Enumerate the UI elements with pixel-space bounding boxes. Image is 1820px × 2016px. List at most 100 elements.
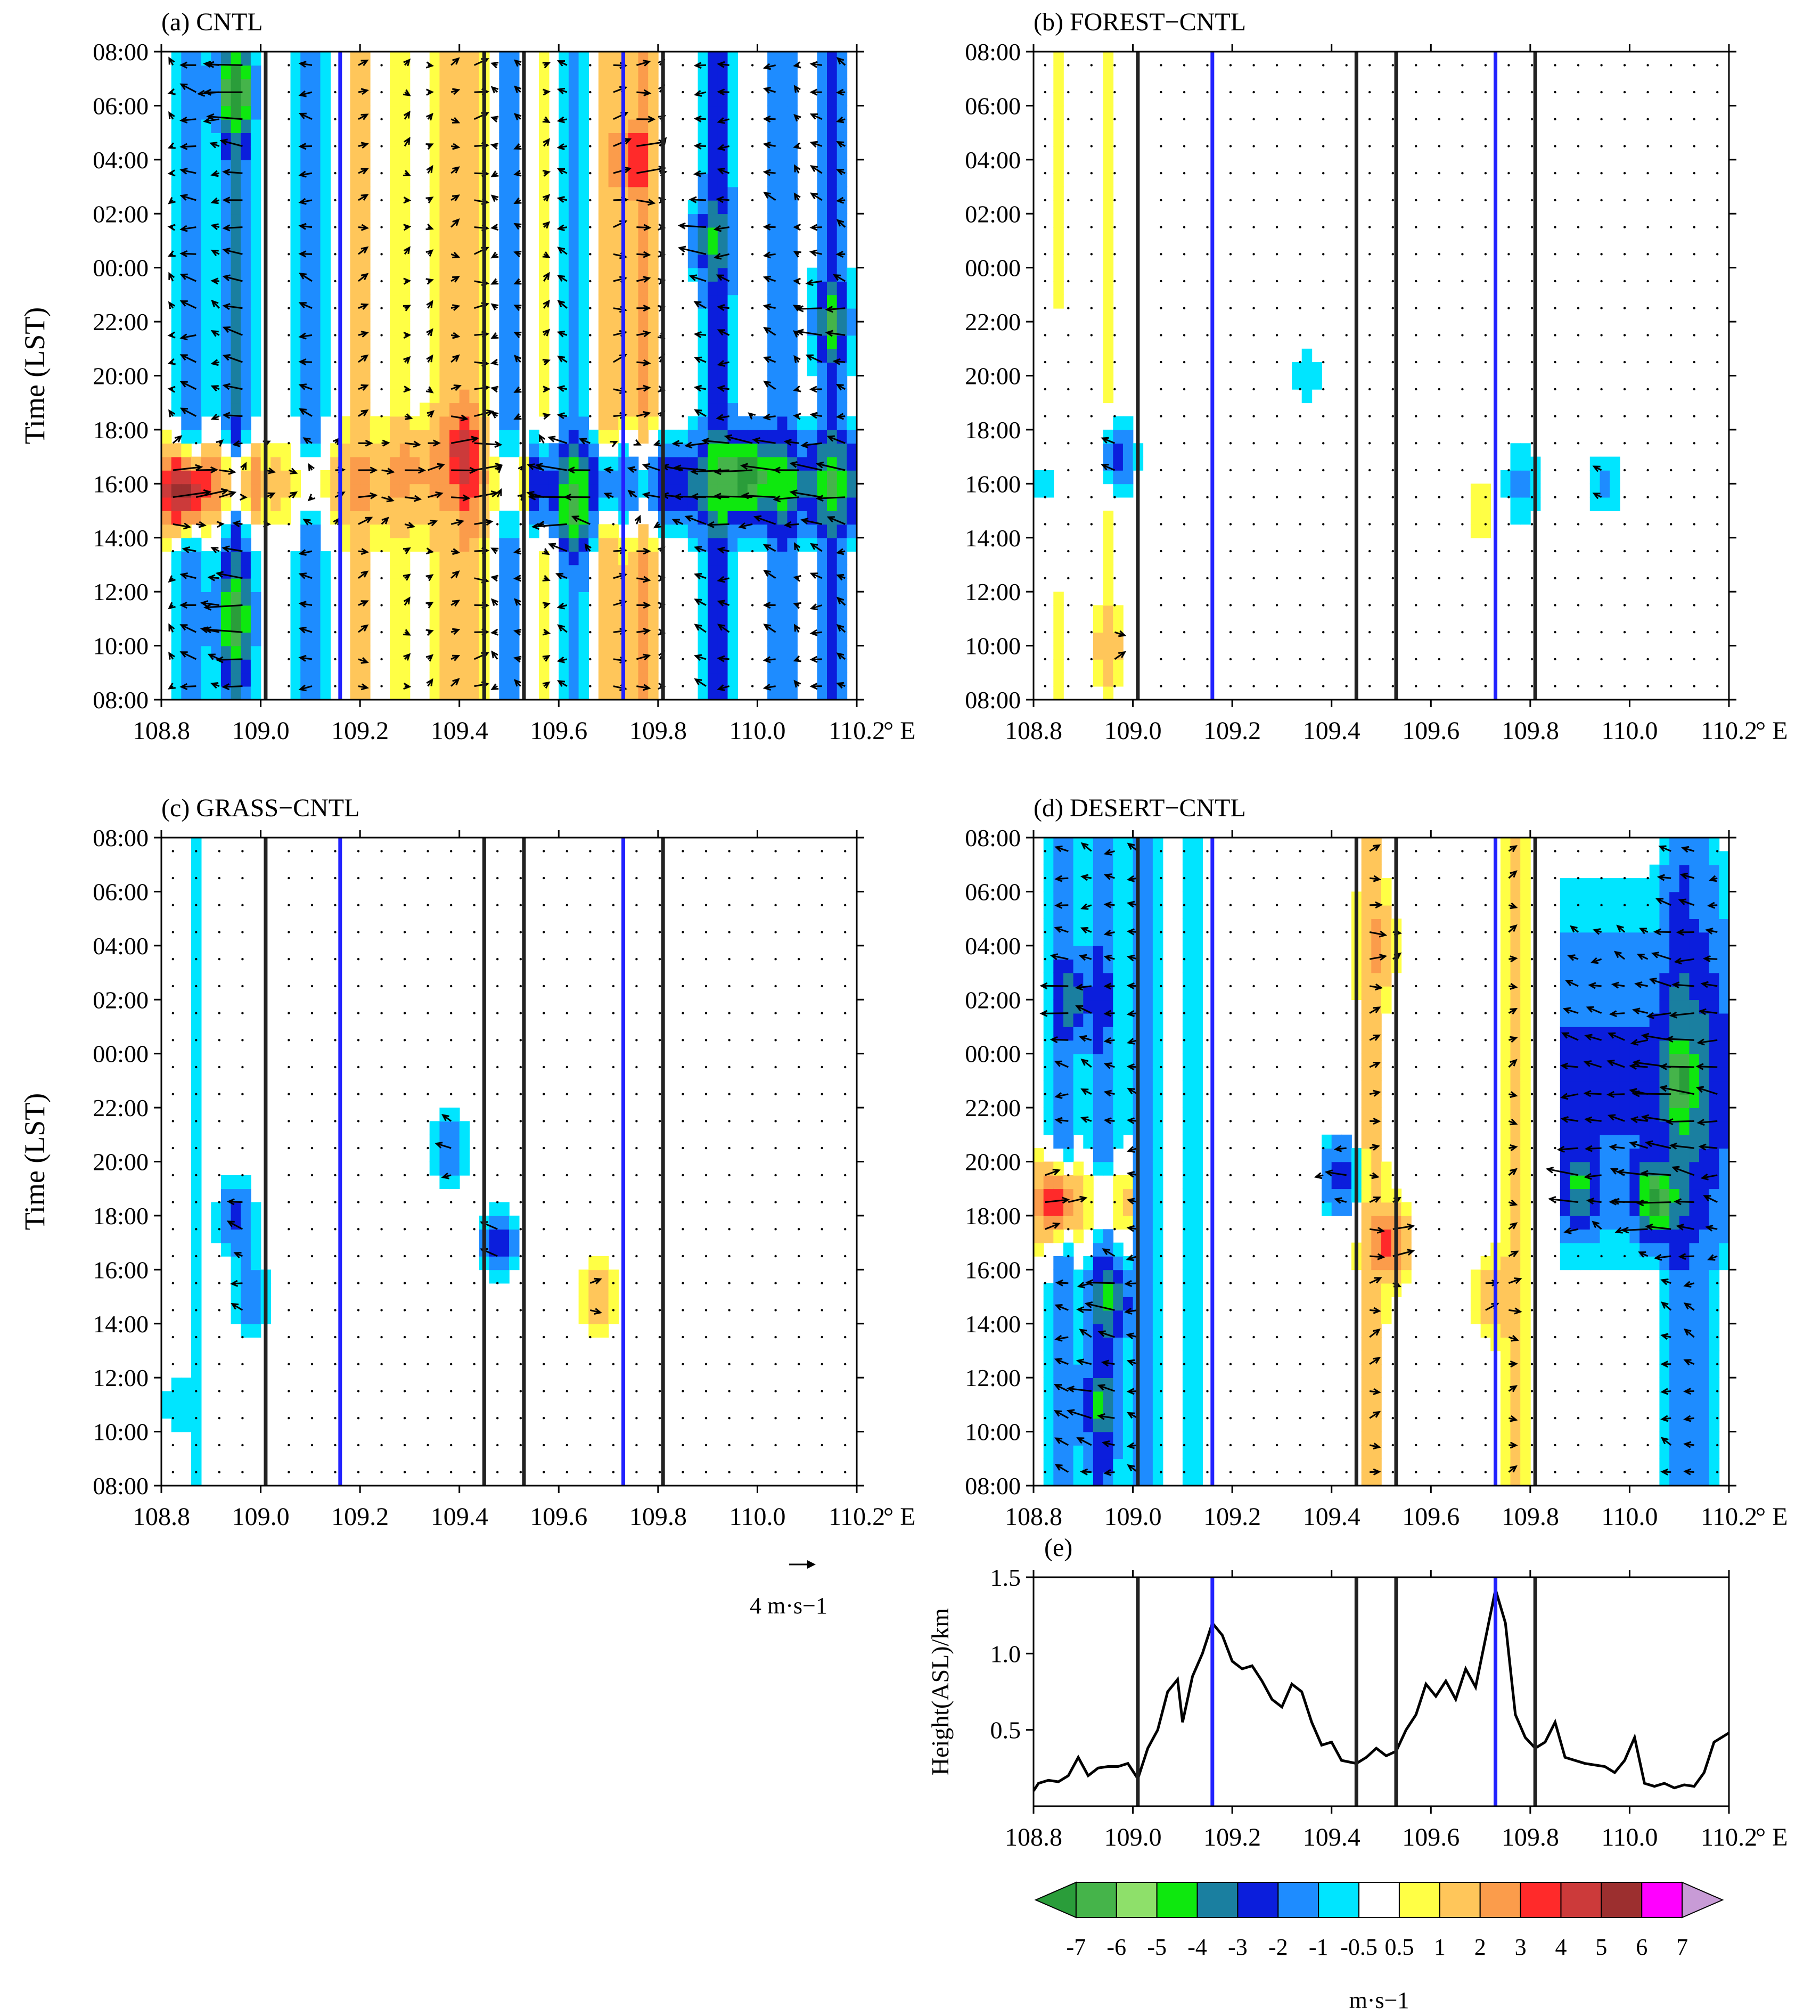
field-cell	[469, 92, 480, 106]
wind-vector-dot	[1044, 415, 1047, 417]
field-cell	[568, 470, 579, 485]
field-cell	[459, 335, 470, 349]
field-cell	[708, 389, 718, 404]
wind-vector	[695, 678, 707, 687]
field-cell	[499, 294, 510, 309]
field-cell	[847, 281, 857, 296]
wind-vector-dot	[1554, 199, 1556, 202]
field-cell	[638, 159, 649, 174]
field-cell	[837, 659, 848, 674]
y-tick-label: 02:00	[965, 200, 1021, 227]
field-cell	[300, 578, 311, 592]
field-cell	[1034, 483, 1044, 498]
wind-vector-dot	[1461, 280, 1464, 283]
field-cell	[767, 551, 778, 566]
wind-vector-dot	[218, 1390, 220, 1392]
field-cell	[578, 578, 589, 592]
field-cell	[499, 133, 510, 147]
field-cell	[211, 443, 222, 457]
field-cell	[638, 241, 649, 255]
wind-vector-dot	[1322, 469, 1325, 472]
field-cell	[777, 483, 788, 498]
field-cell	[559, 65, 569, 79]
wind-vector-dot	[1554, 388, 1556, 391]
field-cell	[568, 443, 579, 457]
field-cell	[231, 618, 242, 633]
field-cell	[429, 537, 440, 552]
wind-vector-dot	[1600, 226, 1603, 228]
wind-vector-dot	[288, 658, 290, 661]
wind-vector-dot	[1206, 658, 1209, 661]
wind-vector-dot	[310, 1444, 314, 1447]
wind-vector-head	[179, 572, 188, 579]
field-cell	[568, 632, 579, 646]
field-cell	[717, 443, 728, 457]
field-cell	[708, 119, 718, 133]
wind-vector-dot	[1067, 64, 1070, 67]
wind-vector	[834, 274, 846, 282]
field-cell	[191, 335, 202, 349]
wind-vector-dot	[195, 1093, 198, 1095]
field-cell	[817, 133, 827, 147]
wind-vector-dot	[334, 904, 337, 907]
field-cell	[380, 524, 390, 538]
wind-vector-head	[713, 225, 722, 232]
field-cell	[717, 348, 728, 363]
wind-vector-dot	[1693, 91, 1695, 94]
wind-vector-dot	[1646, 523, 1649, 526]
wind-vector-dot	[195, 1039, 198, 1042]
wind-vector-dot	[1438, 685, 1440, 687]
wind-vector-dot	[171, 1120, 174, 1122]
wind-vector-dot	[1368, 523, 1371, 526]
field-cell	[648, 78, 659, 93]
field-cell	[777, 159, 788, 174]
field-cell	[429, 92, 440, 106]
wind-vector-head	[403, 331, 412, 339]
wind-vector-dot	[1090, 685, 1093, 687]
wind-vector-dot	[288, 1390, 290, 1392]
field-cell	[191, 348, 202, 363]
wind-vector-dot	[682, 388, 684, 391]
field-cell	[1053, 52, 1064, 66]
field-cell	[827, 537, 838, 552]
field-cell	[767, 241, 778, 255]
field-cell	[678, 511, 688, 525]
wind-vector-head	[542, 548, 550, 555]
wind-vector-head	[836, 682, 845, 689]
field-cell	[201, 632, 212, 646]
wind-vector	[223, 547, 243, 552]
field-cell	[777, 348, 788, 363]
field-cell	[449, 1134, 460, 1149]
field-cell	[1113, 456, 1124, 471]
wind-vector-dot	[1461, 415, 1464, 417]
field-cell	[568, 119, 579, 133]
field-cell	[777, 119, 788, 133]
wind-vector-dot	[1577, 550, 1580, 553]
wind-vector	[181, 624, 196, 633]
field-cell	[578, 537, 589, 552]
wind-vector-head	[835, 548, 845, 555]
field-cell	[300, 348, 311, 363]
field-cell	[708, 65, 718, 79]
wind-vector	[205, 628, 243, 633]
wind-vector-dot	[218, 1255, 220, 1258]
field-cell	[727, 281, 738, 296]
field-cell	[817, 632, 827, 646]
wind-vector-dot	[1275, 550, 1278, 553]
field-cell	[548, 470, 560, 485]
field-cell	[608, 254, 619, 268]
wind-vector-head	[514, 598, 522, 606]
field-cell	[1113, 659, 1124, 674]
field-cell	[350, 52, 360, 66]
field-cell	[787, 281, 798, 296]
field-cell	[469, 564, 480, 579]
wind-vector-dot	[1438, 91, 1440, 94]
wind-vector-dot	[334, 1309, 337, 1312]
field-cell	[320, 335, 331, 349]
field-cell	[608, 119, 619, 133]
wind-vector	[828, 436, 846, 444]
field-cell	[161, 470, 172, 485]
wind-vector-dot	[241, 1093, 244, 1095]
field-cell	[201, 470, 212, 485]
field-cell	[191, 1189, 202, 1203]
